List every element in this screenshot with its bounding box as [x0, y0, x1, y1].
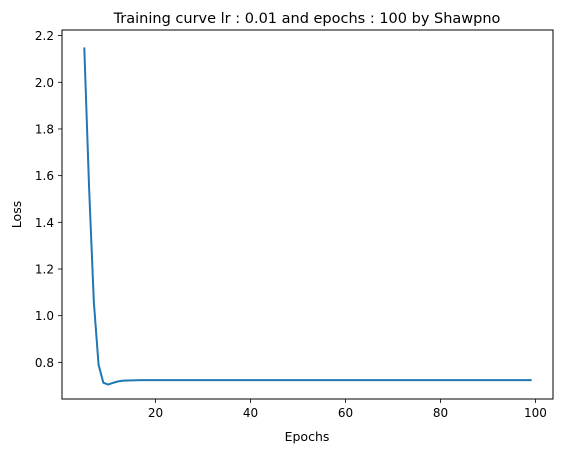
y-tick-label: 1.2: [35, 262, 54, 276]
y-tick-label: 1.8: [35, 122, 54, 136]
chart-title: Training curve lr : 0.01 and epochs : 10…: [113, 11, 501, 27]
series-line-loss: [83, 47, 532, 386]
y-tick-label: 1.4: [35, 216, 54, 230]
x-tick-label: 100: [524, 406, 547, 420]
x-tick-label: 60: [338, 406, 353, 420]
x-axis-label: Epochs: [285, 429, 330, 444]
y-tick-label: 1.0: [35, 309, 54, 323]
x-tick-label: 20: [148, 406, 163, 420]
y-tick-label: 2.0: [35, 76, 54, 90]
x-tick-label: 40: [243, 406, 258, 420]
plot-area: [61, 29, 554, 400]
x-axis-ticks: 20 40 60 80 100: [148, 399, 547, 420]
x-tick-label: 80: [433, 406, 448, 420]
y-tick-label: 2.2: [35, 29, 54, 43]
y-tick-label: 1.6: [35, 169, 54, 183]
y-axis-label: Loss: [9, 201, 24, 228]
y-axis-ticks: 0.8 1.0 1.2 1.4 1.6 1.8 2.0 2.2: [35, 29, 62, 370]
plot-frame: [61, 29, 554, 400]
y-tick-label: 0.8: [35, 356, 54, 370]
